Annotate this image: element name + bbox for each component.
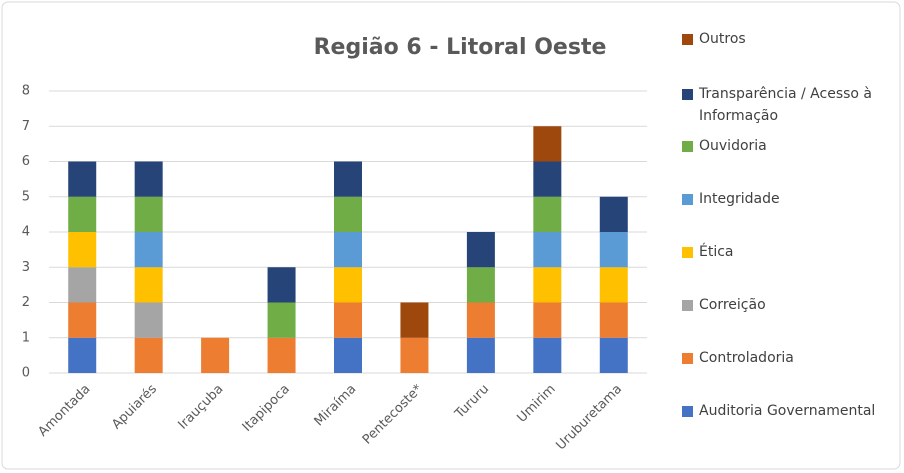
legend-label: Integridade — [699, 191, 780, 207]
bar-segment — [68, 161, 97, 197]
bar-segment — [599, 302, 628, 338]
y-tick-label: 7 — [22, 119, 30, 134]
bar-segment — [533, 161, 562, 197]
bar-segment — [466, 267, 495, 303]
bar-segment — [334, 161, 362, 197]
y-tick-label: 8 — [22, 84, 30, 99]
legend-item: Correição — [680, 294, 766, 316]
y-tick-label: 6 — [22, 154, 30, 169]
bar-segment — [134, 267, 163, 303]
bar-segment — [68, 337, 97, 373]
bar-segment — [533, 196, 562, 232]
legend-item: Outros — [680, 28, 746, 50]
bar-segment — [68, 196, 97, 232]
y-tick-label: 4 — [22, 225, 30, 240]
legend-item: Auditoria Governamental — [680, 400, 875, 422]
legend-label: Transparência / Acesso à Informação — [699, 86, 873, 124]
bar-segment — [533, 232, 562, 268]
bar-segment — [267, 267, 296, 303]
legend-item: Controladoria — [680, 347, 794, 369]
y-tick-label: 0 — [22, 366, 30, 381]
bar-segment — [400, 302, 429, 338]
bar-segment — [267, 337, 296, 373]
legend-label: Ouvidoria — [699, 138, 767, 154]
legend-label: Auditoria Governamental — [699, 403, 876, 419]
bar-segment — [533, 126, 562, 162]
bar-segment — [599, 267, 628, 303]
legend-item: Transparência / Acesso à Informação — [680, 83, 902, 127]
bar-segment — [68, 267, 97, 303]
legend-label: Ética — [699, 244, 734, 260]
legend-swatch — [682, 141, 693, 152]
bar-segment — [599, 196, 628, 232]
bar-segment — [466, 302, 495, 338]
bar-segment — [599, 232, 628, 268]
legend-swatch — [682, 89, 693, 100]
bar-segment — [599, 337, 628, 373]
bar-segment — [134, 161, 163, 197]
legend-label: Outros — [699, 31, 746, 47]
bar-segment — [334, 337, 362, 373]
legend-swatch — [682, 406, 693, 417]
legend-swatch — [682, 34, 693, 45]
legend-label: Controladoria — [699, 350, 794, 366]
bar-segment — [466, 232, 495, 268]
chart-title: Região 6 - Litoral Oeste — [314, 35, 607, 60]
bar-segment — [533, 302, 562, 338]
bar-segment — [334, 302, 362, 338]
legend-item: Ouvidoria — [680, 135, 767, 157]
bar-segment — [533, 337, 562, 373]
bar-segment — [201, 337, 230, 373]
bar-segment — [334, 232, 362, 268]
bar-segment — [134, 232, 163, 268]
legend-item: Integridade — [680, 188, 780, 210]
legend-label: Correição — [699, 297, 766, 313]
y-tick-label: 2 — [22, 295, 30, 310]
bar-segment — [134, 196, 163, 232]
bar-segment — [68, 232, 97, 268]
y-tick-label: 5 — [22, 189, 30, 204]
legend-swatch — [682, 194, 693, 205]
bar-segment — [68, 302, 97, 338]
bar-segment — [334, 196, 362, 232]
legend-swatch — [682, 300, 693, 311]
legend-swatch — [682, 353, 693, 364]
y-tick-label: 3 — [22, 260, 30, 275]
bar-segment — [533, 267, 562, 303]
bar-segment — [466, 337, 495, 373]
bar-segment — [134, 337, 163, 373]
legend-swatch — [682, 247, 693, 258]
bar-segment — [134, 302, 163, 338]
y-tick-label: 1 — [22, 330, 30, 345]
legend-item: Ética — [680, 241, 734, 263]
bar-segment — [267, 302, 296, 338]
bar-segment — [334, 267, 362, 303]
bar-segment — [400, 337, 429, 373]
